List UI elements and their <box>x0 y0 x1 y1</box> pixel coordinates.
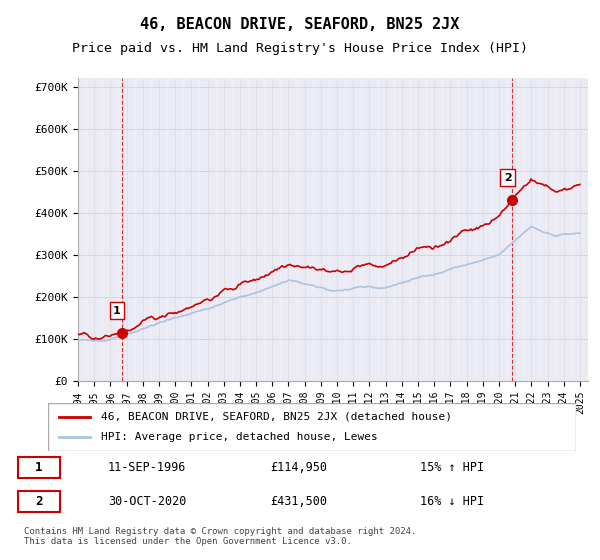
Text: 1: 1 <box>113 306 121 316</box>
Text: 2: 2 <box>503 173 511 183</box>
Text: Price paid vs. HM Land Registry's House Price Index (HPI): Price paid vs. HM Land Registry's House … <box>72 42 528 55</box>
Text: 2: 2 <box>35 495 43 508</box>
FancyBboxPatch shape <box>18 491 60 512</box>
Text: 11-SEP-1996: 11-SEP-1996 <box>108 461 187 474</box>
Text: 46, BEACON DRIVE, SEAFORD, BN25 2JX (detached house): 46, BEACON DRIVE, SEAFORD, BN25 2JX (det… <box>101 412 452 422</box>
FancyBboxPatch shape <box>48 403 576 451</box>
Text: 1: 1 <box>35 461 43 474</box>
Text: Contains HM Land Registry data © Crown copyright and database right 2024.
This d: Contains HM Land Registry data © Crown c… <box>24 526 416 546</box>
Text: 46, BEACON DRIVE, SEAFORD, BN25 2JX: 46, BEACON DRIVE, SEAFORD, BN25 2JX <box>140 17 460 32</box>
Text: 15% ↑ HPI: 15% ↑ HPI <box>420 461 484 474</box>
Text: HPI: Average price, detached house, Lewes: HPI: Average price, detached house, Lewe… <box>101 432 377 442</box>
FancyBboxPatch shape <box>18 457 60 478</box>
Text: 16% ↓ HPI: 16% ↓ HPI <box>420 495 484 508</box>
Text: £431,500: £431,500 <box>270 495 327 508</box>
Text: £114,950: £114,950 <box>270 461 327 474</box>
Text: 30-OCT-2020: 30-OCT-2020 <box>108 495 187 508</box>
